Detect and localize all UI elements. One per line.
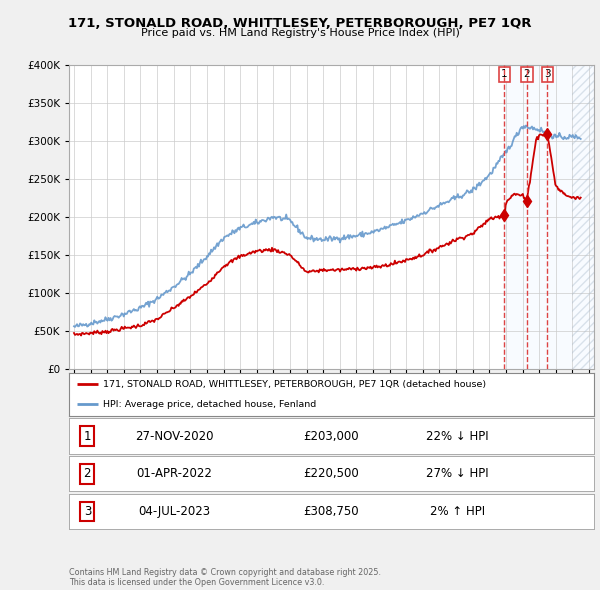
Text: 04-JUL-2023: 04-JUL-2023: [138, 505, 210, 518]
Text: £308,750: £308,750: [304, 505, 359, 518]
Bar: [505, 65, 594, 369]
Text: 27-NOV-2020: 27-NOV-2020: [135, 430, 213, 442]
Text: 01-APR-2022: 01-APR-2022: [136, 467, 212, 480]
Text: 3: 3: [83, 505, 91, 518]
Text: £203,000: £203,000: [304, 430, 359, 442]
Text: Contains HM Land Registry data © Crown copyright and database right 2025.
This d: Contains HM Land Registry data © Crown c…: [69, 568, 381, 587]
Text: 171, STONALD ROAD, WHITTLESEY, PETERBOROUGH, PE7 1QR: 171, STONALD ROAD, WHITTLESEY, PETERBORO…: [68, 17, 532, 30]
Bar: [572, 65, 594, 369]
Text: 1: 1: [83, 430, 91, 442]
Text: 2: 2: [83, 467, 91, 480]
Text: 171, STONALD ROAD, WHITTLESEY, PETERBOROUGH, PE7 1QR (detached house): 171, STONALD ROAD, WHITTLESEY, PETERBORO…: [103, 379, 486, 389]
Text: 2% ↑ HPI: 2% ↑ HPI: [430, 505, 485, 518]
Text: £220,500: £220,500: [304, 467, 359, 480]
Text: 1: 1: [501, 70, 508, 80]
Text: 2: 2: [523, 70, 530, 80]
Text: HPI: Average price, detached house, Fenland: HPI: Average price, detached house, Fenl…: [103, 399, 316, 408]
Text: 22% ↓ HPI: 22% ↓ HPI: [426, 430, 489, 442]
Text: 27% ↓ HPI: 27% ↓ HPI: [426, 467, 489, 480]
Text: Price paid vs. HM Land Registry's House Price Index (HPI): Price paid vs. HM Land Registry's House …: [140, 28, 460, 38]
Bar: [572, 65, 594, 369]
Text: 3: 3: [544, 70, 551, 80]
